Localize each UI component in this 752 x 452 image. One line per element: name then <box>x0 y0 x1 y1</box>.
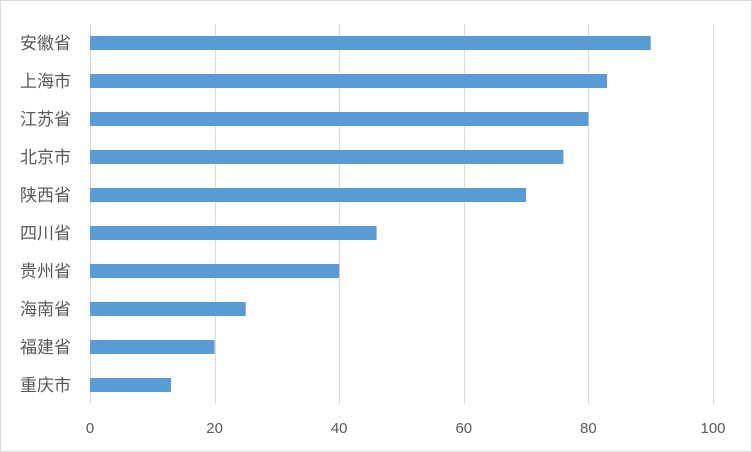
category-label: 陕西省 <box>20 186 71 206</box>
x-tick-label: 20 <box>206 420 223 437</box>
bars <box>90 36 651 392</box>
bar <box>90 302 246 316</box>
bar <box>90 378 171 392</box>
category-label: 北京市 <box>20 148 71 168</box>
bar <box>90 36 651 50</box>
bar <box>90 264 340 278</box>
bar <box>90 226 377 240</box>
category-label: 重庆市 <box>20 376 71 396</box>
category-label: 上海市 <box>20 72 71 92</box>
x-tick-label: 60 <box>455 420 472 437</box>
category-label: 海南省 <box>20 300 71 320</box>
x-tick-label: 80 <box>580 420 597 437</box>
bar <box>90 150 564 164</box>
bar <box>90 340 215 354</box>
x-tick-label: 0 <box>86 420 94 437</box>
category-label: 江苏省 <box>20 110 71 130</box>
bar <box>90 188 527 202</box>
category-label: 贵州省 <box>20 262 71 282</box>
category-label: 福建省 <box>20 338 71 358</box>
bar <box>90 74 608 88</box>
category-label: 四川省 <box>20 224 71 244</box>
x-tick-label: 40 <box>331 420 348 437</box>
x-axis-tick-labels: 0 20 40 60 80 100 <box>86 420 726 437</box>
x-tick-label: 100 <box>700 420 725 437</box>
category-label: 安徽省 <box>20 34 71 54</box>
bar <box>90 112 589 126</box>
